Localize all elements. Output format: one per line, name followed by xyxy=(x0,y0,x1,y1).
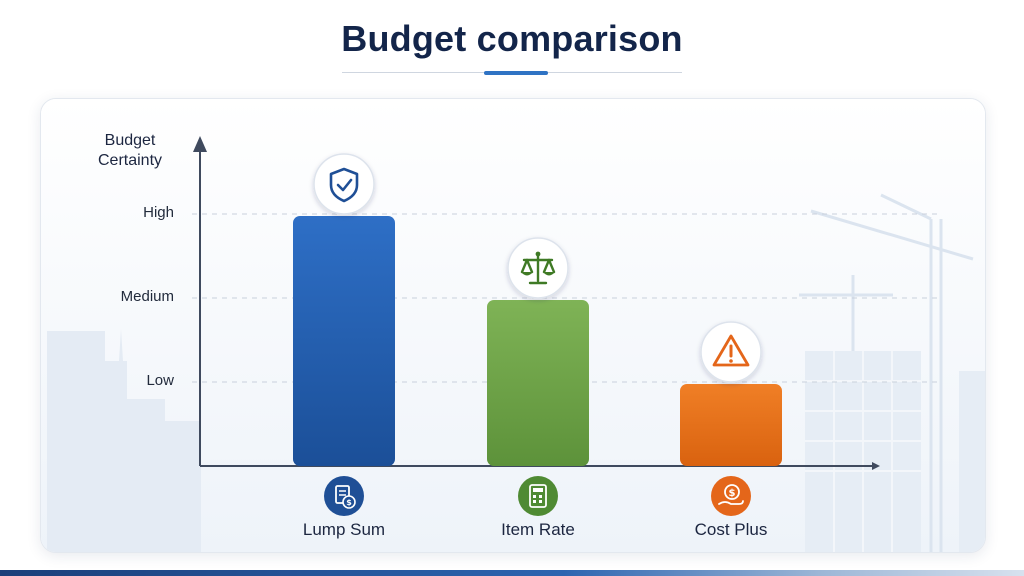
bar-cost-plus xyxy=(680,384,782,466)
y-axis-label-line-2: Certainty xyxy=(97,152,163,169)
svg-text:$: $ xyxy=(346,498,352,507)
y-tick-medium: Medium xyxy=(120,288,174,305)
page-title: Budget comparison xyxy=(341,18,683,59)
bar-lump-sum xyxy=(293,216,395,466)
y-axis-arrow xyxy=(193,136,207,152)
category-label-item-rate: Item Rate xyxy=(501,520,575,539)
document-dollar-icon: $ xyxy=(324,476,364,516)
y-axis-label: Budget Certainty xyxy=(40,131,220,171)
y-tick-low: Low xyxy=(146,372,174,389)
y-axis-label-line-1: Budget xyxy=(104,132,156,149)
y-tick-high: High xyxy=(143,204,174,221)
warning-triangle-icon xyxy=(700,321,762,383)
svg-text:$: $ xyxy=(729,488,736,499)
construction-background xyxy=(41,99,985,552)
title-accent-bar xyxy=(484,71,548,75)
x-axis-arrow xyxy=(872,462,880,470)
category-label-lump-sum: Lump Sum xyxy=(302,520,386,539)
shield-check-icon xyxy=(313,153,375,215)
hand-coin-icon: $ xyxy=(711,476,751,516)
category-label-cost-plus: Cost Plus xyxy=(694,520,768,539)
calculator-icon xyxy=(518,476,558,516)
bar-item-rate xyxy=(487,300,589,466)
bottom-accent-stripe xyxy=(0,570,1024,576)
balance-scale-icon xyxy=(507,237,569,299)
